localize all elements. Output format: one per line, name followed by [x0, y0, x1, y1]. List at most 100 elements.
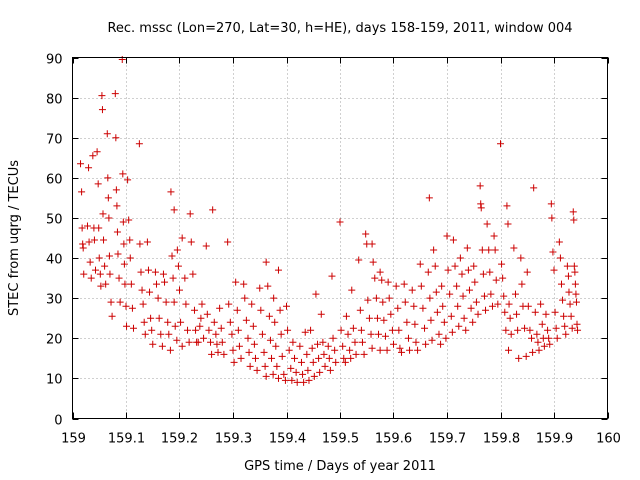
x-tick-labels: 159 159.1 159.2 159.3 159.4 159.5 159.6 159.7 15…	[61, 432, 621, 447]
data-point	[430, 246, 438, 254]
data-point	[505, 300, 513, 308]
data-point	[232, 278, 240, 286]
data-point	[105, 214, 113, 222]
data-point	[158, 342, 166, 350]
data-point	[439, 302, 447, 310]
data-point	[189, 270, 197, 278]
data-point	[283, 302, 290, 310]
data-point	[362, 230, 370, 238]
data-point	[560, 312, 568, 320]
data-point	[373, 314, 381, 322]
data-point	[307, 326, 315, 334]
data-point	[280, 370, 288, 378]
data-point	[108, 312, 116, 320]
data-point	[216, 304, 224, 312]
data-point	[176, 286, 183, 294]
data-point	[321, 362, 329, 370]
data-point	[248, 300, 256, 308]
data-point	[416, 260, 424, 268]
data-point	[403, 318, 411, 326]
data-point	[372, 294, 380, 302]
data-point	[506, 314, 514, 322]
data-point	[572, 298, 580, 306]
data-point	[559, 296, 567, 304]
data-point	[547, 200, 555, 208]
data-point	[94, 180, 102, 188]
data-point	[454, 302, 462, 310]
data-point	[272, 342, 280, 350]
data-point	[390, 340, 397, 348]
data-point	[111, 90, 119, 98]
data-point	[381, 332, 389, 340]
data-point	[155, 314, 163, 322]
data-point	[458, 270, 466, 278]
data-point	[561, 322, 569, 330]
data-point	[328, 272, 336, 280]
data-point	[137, 268, 145, 276]
data-point	[304, 366, 312, 374]
data-point	[521, 324, 529, 332]
data-point	[518, 280, 526, 288]
data-point	[217, 324, 225, 332]
data-point	[368, 344, 376, 352]
data-point	[482, 306, 490, 314]
data-point	[169, 274, 177, 282]
data-point	[564, 272, 572, 280]
data-point	[340, 354, 348, 362]
data-point	[537, 300, 545, 308]
data-point	[157, 330, 165, 338]
x-axis-label: GPS time / Days of year 2011	[244, 459, 436, 474]
data-point	[274, 266, 282, 274]
data-point	[341, 358, 349, 366]
y-tick-label: 60	[46, 173, 63, 188]
data-point	[499, 274, 507, 282]
data-point	[230, 358, 238, 366]
data-point	[421, 324, 429, 332]
data-point	[438, 282, 446, 290]
data-point	[464, 266, 472, 274]
data-point	[555, 238, 563, 246]
data-point	[292, 368, 300, 376]
data-point	[93, 148, 101, 156]
data-point	[244, 334, 252, 342]
data-point	[528, 334, 536, 342]
data-point	[138, 286, 146, 294]
data-point	[410, 302, 418, 310]
data-point	[115, 274, 123, 282]
data-point	[261, 362, 269, 370]
data-point	[465, 286, 473, 294]
data-point	[209, 206, 217, 214]
y-tick-label: 50	[46, 213, 63, 228]
data-point	[251, 354, 259, 362]
data-point	[367, 330, 375, 338]
data-point	[511, 290, 519, 298]
x-tick-label: 159.2	[161, 432, 198, 447]
x-tick-label: 159.6	[375, 432, 412, 447]
data-point	[435, 330, 443, 338]
data-point	[376, 346, 384, 354]
data-point	[269, 370, 277, 378]
data-point	[152, 280, 160, 288]
data-point	[237, 354, 245, 362]
data-point	[299, 370, 307, 378]
data-point	[379, 298, 387, 306]
data-point	[425, 194, 433, 202]
data-point	[447, 312, 455, 320]
data-point	[126, 236, 134, 244]
data-point	[404, 334, 412, 342]
data-point	[477, 204, 485, 212]
data-point	[380, 316, 388, 324]
data-point	[480, 292, 488, 300]
data-point	[113, 228, 121, 236]
data-point	[151, 268, 159, 276]
data-point	[529, 348, 537, 356]
y-tick-label: 0	[54, 414, 62, 429]
data-point	[77, 160, 85, 168]
data-point	[570, 262, 578, 270]
data-point	[240, 280, 248, 288]
data-point	[387, 310, 395, 318]
data-point	[400, 280, 408, 288]
data-point	[497, 140, 504, 148]
data-point	[289, 338, 297, 346]
